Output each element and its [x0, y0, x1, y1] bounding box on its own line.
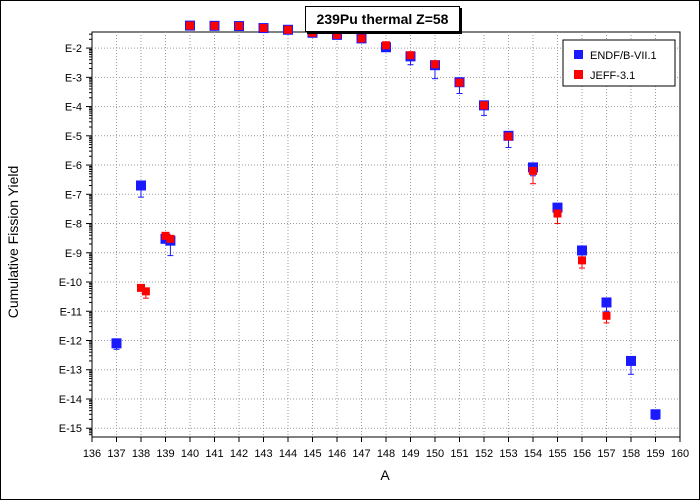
x-tick-label: 152 — [475, 448, 493, 460]
x-tick-label: 154 — [524, 448, 542, 460]
x-tick-label: 146 — [328, 448, 346, 460]
data-point — [602, 311, 611, 320]
grid — [91, 31, 681, 438]
legend-label: JEFF-3.1 — [590, 70, 635, 82]
y-tick-label: E-3 — [65, 72, 82, 84]
x-tick-label: 137 — [107, 448, 125, 460]
y-tick-label: E-12 — [59, 336, 82, 348]
data-point — [333, 30, 341, 39]
x-tick-label: 155 — [548, 448, 566, 460]
y-tick-label: E-14 — [59, 394, 82, 406]
y-tick-label: E-2 — [65, 43, 82, 55]
data-point — [578, 256, 586, 265]
data-point — [166, 234, 175, 243]
data-point — [141, 287, 150, 296]
x-tick-label: 158 — [622, 448, 640, 460]
y-tick-label: E-13 — [59, 365, 82, 377]
x-tick-label: 143 — [254, 448, 272, 460]
y-tick-label: E-9 — [65, 248, 82, 260]
data-point — [186, 21, 194, 30]
legend: ENDF/B-VII.1 JEFF-3.1 — [562, 39, 676, 87]
legend-marker — [574, 70, 583, 79]
x-tick-label: 148 — [377, 448, 395, 460]
x-tick-label: 157 — [597, 448, 615, 460]
y-tick-label: E-11 — [60, 306, 82, 318]
x-tick-label: 140 — [181, 448, 199, 460]
data-point — [210, 21, 219, 30]
chart-title-box: 239Pu thermal Z=58 — [305, 6, 460, 32]
data-point — [553, 209, 562, 218]
data-point — [504, 132, 513, 141]
series-jeff — [137, 21, 611, 324]
x-tick-label: 149 — [401, 448, 419, 460]
y-tick-label: E-7 — [65, 189, 82, 201]
x-tick-label: 147 — [352, 448, 370, 460]
x-tick-label: 156 — [573, 448, 591, 460]
data-point — [259, 24, 268, 33]
data-point — [284, 25, 292, 34]
x-tick-label: 153 — [499, 448, 517, 460]
x-tick-label: 144 — [279, 448, 297, 460]
data-point — [431, 60, 439, 69]
y-axis-label: Cumulative Fission Yield — [5, 166, 21, 319]
x-tick-label: 159 — [646, 448, 664, 460]
data-point — [650, 409, 661, 420]
data-point — [626, 355, 636, 366]
y-tick-label: E-4 — [65, 102, 82, 114]
x-tick-label: 136 — [83, 448, 101, 460]
data-point — [601, 297, 612, 308]
axes: 136 137 138 139 140 141 142 143 144 145 146 147 148 1… — [59, 33, 689, 460]
data-point — [137, 283, 145, 292]
data-point — [480, 101, 488, 110]
x-tick-label: 138 — [132, 448, 150, 460]
y-tick-label: E-5 — [65, 131, 82, 143]
y-tick-label: E-8 — [65, 219, 82, 231]
x-tick-label: 150 — [426, 448, 444, 460]
data-point — [136, 180, 146, 191]
y-tick-label: E-10 — [59, 277, 82, 289]
data-point — [161, 231, 170, 240]
data-point — [406, 51, 415, 60]
x-axis-label: A — [380, 467, 390, 483]
data-point — [529, 166, 537, 175]
chart-title: 239Pu thermal Z=58 — [316, 11, 449, 27]
y-tick-label: E-6 — [65, 160, 82, 172]
data-marks — [111, 20, 661, 420]
data-point — [357, 34, 366, 43]
data-point — [577, 245, 587, 256]
x-tick-label: 151 — [450, 448, 468, 460]
x-tick-label: 139 — [156, 448, 174, 460]
y-tick-label: E-15 — [59, 423, 82, 435]
legend-marker — [574, 50, 583, 59]
legend-label: ENDF/B-VII.1 — [590, 50, 657, 62]
data-point — [552, 202, 563, 213]
data-point — [308, 28, 317, 37]
x-tick-label: 145 — [303, 448, 321, 460]
data-point — [111, 338, 122, 349]
data-point — [235, 22, 243, 31]
x-tick-label: 141 — [205, 448, 223, 460]
data-point — [455, 78, 464, 87]
x-tick-label: 160 — [671, 448, 689, 460]
x-tick-label: 142 — [230, 448, 248, 460]
data-point — [382, 41, 390, 50]
